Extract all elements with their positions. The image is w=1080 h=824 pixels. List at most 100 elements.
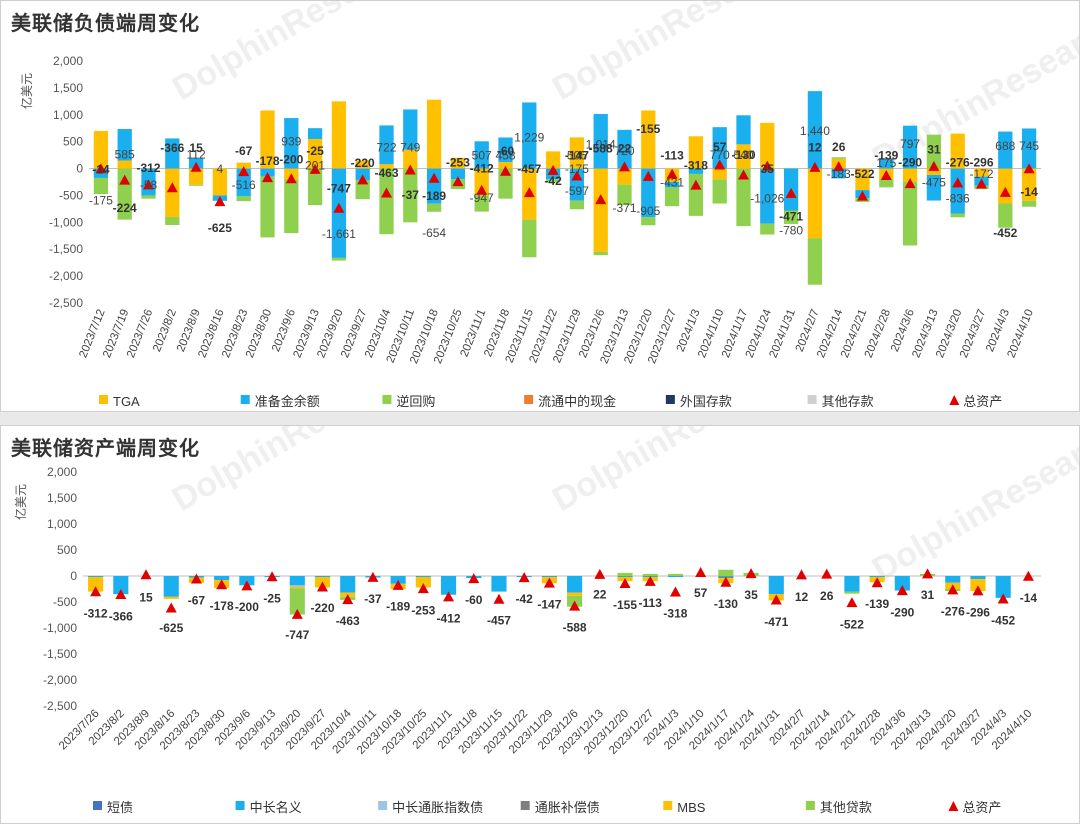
legend-label: 其他贷款: [820, 800, 872, 815]
watermark-text: DolphinResearch: [866, 426, 1079, 589]
data-label: -452: [993, 226, 1017, 240]
total-marker: [595, 194, 607, 205]
total-marker: [642, 170, 654, 181]
y-tick-label: 500: [63, 135, 83, 149]
bar-segment: [212, 168, 228, 196]
y-unit-label: 亿美元: [19, 73, 34, 109]
data-label: -625: [159, 621, 183, 635]
data-label: 57: [713, 140, 727, 154]
bar-segment: [569, 200, 585, 210]
bar-segment: [569, 137, 585, 169]
legend-marker: [948, 801, 959, 811]
data-label: -1,661: [322, 227, 356, 241]
data-label: -457: [487, 614, 511, 628]
total-marker: [216, 579, 228, 590]
y-tick-label: -2,500: [49, 296, 83, 310]
data-label: -471: [779, 209, 803, 223]
bar-segment: [545, 151, 561, 169]
bar-segment: [260, 110, 275, 169]
watermark-text: DolphinResearch: [166, 1, 427, 108]
total-marker: [143, 179, 154, 190]
legend-label: 总资产: [962, 800, 1001, 815]
bar-segment: [491, 576, 507, 592]
legend-item: 准备金余额: [240, 394, 320, 409]
total-marker: [190, 161, 202, 172]
data-label: -475: [922, 176, 946, 190]
data-label: -139: [865, 597, 889, 611]
total-marker: [190, 573, 202, 584]
data-label: -412: [470, 162, 494, 176]
total-marker: [857, 190, 868, 201]
data-label: -155: [636, 122, 660, 136]
bar-segment: [522, 102, 537, 169]
bar-segment: [760, 168, 775, 224]
data-label: 458: [495, 149, 515, 163]
legend-swatch: [378, 801, 388, 810]
bar-segment: [617, 576, 633, 578]
data-label: -189: [422, 189, 446, 203]
bar-segment: [567, 592, 583, 596]
bar-segment: [403, 149, 418, 169]
total-marker: [95, 163, 107, 174]
bar-segment: [426, 168, 442, 204]
assets-chart-title: 美联储资产端周变化: [11, 438, 200, 460]
bar-segment: [440, 576, 457, 595]
bar-segment: [688, 136, 704, 169]
data-label: 688: [995, 139, 1015, 153]
bar-segment: [260, 176, 275, 238]
total-marker: [976, 178, 987, 189]
bar-segment: [902, 125, 918, 169]
bar-segment: [593, 168, 608, 252]
data-label: -625: [208, 221, 232, 235]
legend-item: MBS: [663, 800, 706, 815]
data-label: 585: [115, 147, 135, 161]
bar-segment: [165, 216, 180, 226]
data-label: -60: [497, 144, 515, 158]
total-marker: [821, 568, 833, 579]
y-tick-label: 500: [57, 543, 77, 557]
bar-segment: [331, 101, 347, 169]
legend-label: 流通中的现金: [538, 394, 616, 409]
total-marker: [922, 568, 934, 579]
legend-swatch: [524, 395, 534, 404]
y-tick-label: -1,000: [49, 215, 83, 229]
bar-segment: [783, 210, 799, 224]
y-axis: 2,000 1,500 1,000 500 0 -500 -1,000 -1,500 -2,00…: [43, 465, 77, 713]
bar-segment: [831, 157, 846, 159]
data-label: 35: [761, 162, 775, 176]
y-tick-label: -1,000: [43, 621, 77, 635]
bar-segment: [340, 576, 356, 593]
legend-swatch: [665, 395, 675, 404]
data-label: 505: [567, 149, 587, 163]
bar-segment: [970, 576, 986, 580]
bar-segment: [284, 179, 299, 234]
bar-segment: [902, 168, 918, 182]
bar-segment: [855, 168, 870, 191]
bar-segment: [307, 168, 323, 206]
bar-segment: [902, 182, 918, 246]
legend-item: 流通中的现金: [524, 394, 616, 409]
data-label: -318: [684, 158, 708, 172]
data-label: -312: [84, 606, 108, 620]
bar-segment: [760, 122, 775, 169]
data-label: -836: [946, 192, 970, 206]
data-label: 201: [305, 159, 325, 173]
bar-segment: [1021, 168, 1037, 201]
y-axis: 2,000 1,500 1,000 500 0 -500 -1,000 -1,500 -2,00…: [49, 54, 83, 310]
liabilities-chart-title: 美联储负债端周变化: [11, 13, 200, 35]
total-marker: [594, 568, 606, 579]
data-label: -60: [465, 593, 483, 607]
legend-label: 其他存款: [822, 394, 874, 409]
total-marker: [785, 187, 797, 198]
y-tick-label: 0: [76, 162, 83, 176]
total-marker: [392, 579, 404, 590]
data-label: -312: [136, 161, 160, 175]
bar-segment: [617, 572, 633, 576]
data-label: -183: [827, 167, 851, 181]
total-marker: [690, 179, 702, 190]
total-marker: [543, 577, 555, 588]
total-marker: [846, 597, 858, 608]
y-unit-label: 亿美元: [13, 484, 28, 520]
legend-swatch: [807, 395, 817, 404]
bar-segment: [165, 138, 180, 169]
